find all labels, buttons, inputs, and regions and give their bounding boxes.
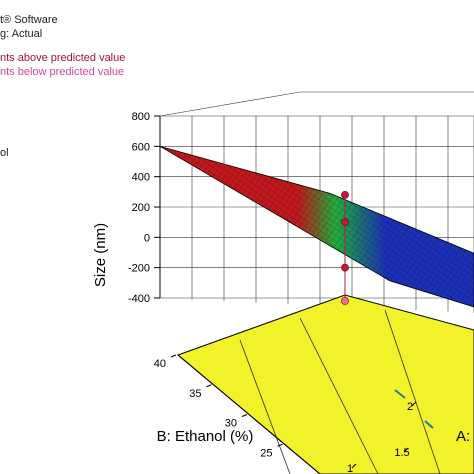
y-axis-title: B: Ethanol (%) (157, 428, 254, 445)
legend-below: nts below predicted value (0, 66, 125, 78)
y-tick (241, 414, 248, 417)
x-tick-label: 1 (347, 463, 353, 474)
design-point (341, 190, 349, 199)
x-tick-label: 2 (407, 401, 413, 413)
y-tick-label: 30 (225, 418, 237, 430)
z-tick-label: -400 (128, 293, 150, 305)
z-tick-label: -200 (128, 263, 150, 275)
design-point (341, 263, 349, 272)
design-point (341, 297, 349, 305)
floor-plane (177, 294, 474, 474)
x-axis-title: A: (456, 428, 470, 445)
floor-marker (394, 389, 406, 399)
legend-above: nts above predicted value (0, 52, 126, 64)
y-tick (277, 443, 283, 447)
legend-factor: ol (0, 147, 9, 159)
x-tick-label: 1.5 (394, 447, 409, 459)
surface-mesh (160, 146, 474, 307)
y-tick (206, 384, 212, 388)
y-tick-label: 25 (260, 447, 272, 459)
z-tick-label: 0 (144, 232, 150, 244)
x-tick (403, 447, 409, 453)
x-tick (351, 463, 357, 469)
response-surface (159, 145, 474, 308)
z-tick-label: 400 (132, 172, 150, 184)
floor-contour (299, 317, 379, 474)
z-tick-label: 600 (132, 141, 150, 153)
legend-software: t® Software (0, 14, 58, 26)
z-axis-title: Size (nm) (92, 223, 109, 287)
floor-marker (424, 420, 434, 429)
x-tick (411, 401, 417, 407)
y-tick-label: 40 (154, 358, 166, 370)
y-tick (170, 354, 177, 358)
legend-coloring: g: Actual (0, 28, 43, 40)
design-points (341, 190, 349, 305)
gridline-top (159, 91, 301, 117)
y-tick-label: 35 (189, 388, 201, 400)
design-point (341, 218, 349, 227)
z-tick-label: 200 (132, 202, 150, 214)
floor-contour (239, 339, 291, 474)
z-tick-label: 800 (132, 111, 150, 123)
floor-contour (384, 309, 441, 474)
y-axis-line (177, 354, 321, 474)
floor-fill (177, 294, 474, 474)
